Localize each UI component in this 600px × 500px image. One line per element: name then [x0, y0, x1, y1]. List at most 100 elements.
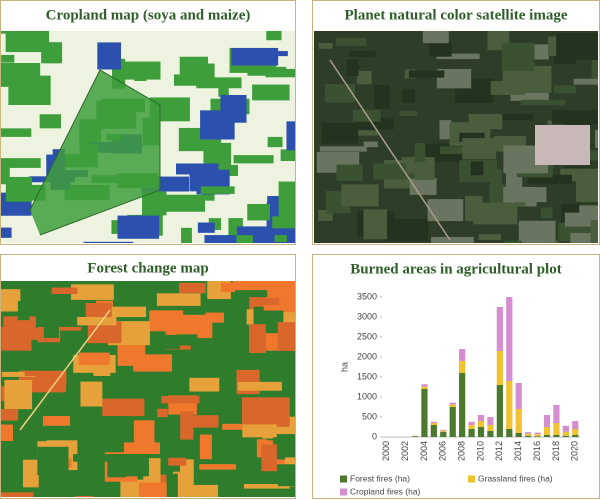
map-field [205, 312, 224, 323]
map-field [363, 141, 378, 148]
x-tick-label: 2010 [475, 441, 485, 461]
map-road [19, 309, 111, 431]
bar-segment [459, 361, 466, 373]
bar-segment [411, 436, 419, 437]
x-tick-label: 2000 [381, 441, 391, 461]
map-field [4, 379, 33, 410]
bar-segment [487, 431, 494, 437]
map-field [263, 305, 287, 311]
map-field [77, 316, 117, 326]
map-field [117, 343, 146, 366]
map-field [267, 136, 283, 148]
map-field [402, 88, 415, 104]
map-field [60, 330, 86, 353]
forest-change-map [1, 281, 295, 497]
map-field [564, 212, 592, 227]
map-field [383, 218, 429, 241]
bar-segment [534, 434, 541, 437]
map-field [527, 174, 573, 185]
bar-segment [459, 349, 466, 361]
map-field [551, 110, 598, 125]
map-field [87, 321, 122, 344]
legend-swatch [340, 475, 347, 483]
map-field [524, 231, 544, 243]
bar-segment [534, 432, 541, 435]
map-field [436, 53, 480, 60]
map-field [498, 113, 534, 121]
map-field [107, 462, 127, 478]
map-field [1, 54, 15, 63]
map-field [1, 289, 21, 312]
map-field [93, 365, 111, 376]
map-field [277, 322, 295, 351]
bar-chart: ha 0 500 1000 1500 2000 2500 3000 3500 2000 2002 2… [339, 291, 580, 496]
map-field [157, 334, 181, 350]
map-field [363, 209, 387, 240]
map-field [252, 84, 290, 101]
bar-segment [543, 427, 551, 435]
map-field [233, 155, 274, 164]
map-field [196, 77, 242, 89]
panel-title: Burned areas in agricultural plot [350, 261, 561, 277]
map-field [189, 377, 220, 392]
x-tick-label: 2014 [513, 441, 523, 461]
map-field [51, 287, 78, 295]
map-field [199, 464, 236, 470]
map-field [520, 99, 565, 106]
bar-segment [496, 307, 503, 351]
bar-segment [572, 435, 579, 437]
map-field [439, 146, 477, 154]
map-field [429, 42, 452, 57]
map-field [138, 482, 175, 497]
map-field [274, 235, 287, 242]
y-tick-label: 1500 [357, 371, 377, 381]
map-field [237, 381, 282, 391]
bar-segment [487, 417, 494, 425]
map-field [204, 235, 237, 243]
map-field [71, 284, 114, 300]
map-field [218, 85, 229, 97]
map-field [280, 149, 295, 162]
bar-segment [496, 351, 503, 385]
map-field [374, 84, 390, 109]
map-field [166, 473, 178, 497]
map-field [215, 438, 246, 460]
map-field [220, 282, 236, 293]
bar-segment [487, 425, 494, 431]
map-field [462, 138, 497, 160]
map-field [1, 327, 32, 351]
map-field [490, 81, 526, 95]
bar-segment [468, 425, 475, 429]
map-field [149, 310, 184, 332]
map-field [156, 293, 201, 306]
map-field [1, 62, 41, 87]
map-field [576, 173, 598, 202]
map-field [286, 121, 295, 151]
map-field [247, 66, 287, 76]
map-field [278, 181, 295, 207]
bar-segment [449, 407, 456, 437]
x-tick-label: 2012 [494, 441, 504, 461]
bar-segment [515, 409, 522, 433]
map-field [176, 334, 198, 346]
map-field [318, 209, 333, 221]
map-field [459, 132, 485, 142]
legend-swatch [468, 475, 475, 483]
map-field [24, 370, 38, 377]
map-field [161, 396, 200, 404]
bar-segment [449, 404, 456, 407]
map-road [329, 59, 451, 241]
y-axis-label: ha [339, 362, 349, 372]
map-field [37, 446, 69, 476]
bar-segment [515, 383, 522, 409]
map-field [208, 218, 222, 230]
map-field [356, 70, 372, 85]
map-field [347, 130, 378, 136]
map-field [408, 70, 445, 78]
map-field [17, 301, 30, 321]
map-field [335, 37, 367, 46]
y-tick-label: 1000 [357, 391, 377, 401]
map-field [124, 61, 161, 80]
y-tick-label: 500 [362, 411, 377, 421]
map-field [168, 457, 187, 466]
